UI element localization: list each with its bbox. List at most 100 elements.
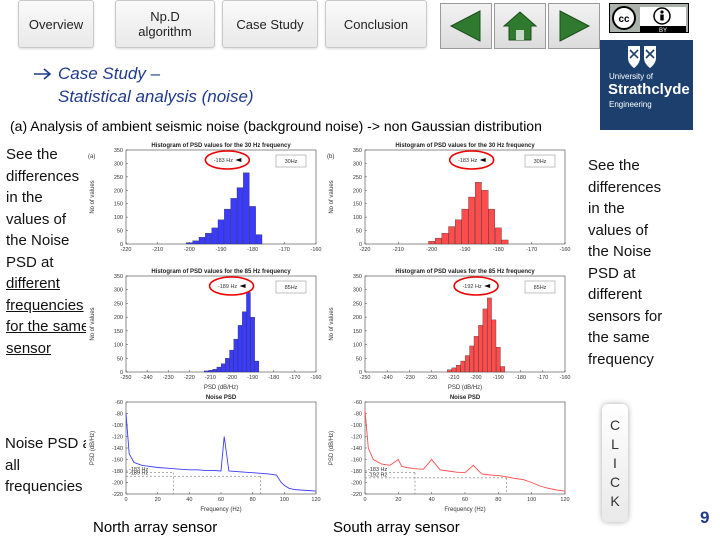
x-tick-label: -230 bbox=[404, 375, 415, 381]
histogram-bar bbox=[254, 360, 260, 373]
histogram-bar bbox=[475, 182, 482, 245]
nav-conclusion-button[interactable]: Conclusion bbox=[325, 0, 427, 48]
frequency-legend-box bbox=[524, 280, 556, 294]
y-tick-label: -180 bbox=[112, 469, 123, 475]
frequency-legend: 30Hz bbox=[285, 159, 298, 165]
frequency-legend: 85Hz bbox=[534, 285, 547, 291]
reference-label: -192 Hz bbox=[368, 472, 388, 478]
histogram-bar bbox=[428, 241, 435, 245]
svg-text:cc: cc bbox=[618, 14, 630, 25]
histogram-north-85hz: Histogram of PSD values for the 85 Hz fr… bbox=[86, 266, 326, 392]
annotation-arrow-icon bbox=[479, 158, 486, 162]
x-tick-label: 60 bbox=[218, 497, 224, 503]
north-array-caption: North array sensor bbox=[93, 519, 218, 536]
y-tick-label: 50 bbox=[117, 229, 123, 235]
annotation-label: -189 Hz bbox=[218, 284, 238, 290]
y-axis-label: PSD (dB/Hz) bbox=[90, 431, 96, 465]
y-tick-label: 0 bbox=[120, 242, 123, 248]
histogram-bar bbox=[487, 297, 492, 373]
x-tick-label: 80 bbox=[495, 497, 501, 503]
annotation-label: -183 Hz bbox=[458, 158, 478, 164]
page-title-line2: Statistical analysis (noise) bbox=[58, 87, 254, 106]
x-tick-label: -190 bbox=[493, 375, 504, 381]
annotation-label: -192 Hz bbox=[462, 284, 482, 290]
noise-psd-south: Noise PSD -220 -200 -180 -160 -140 -120 -100 -80… bbox=[325, 392, 575, 514]
x-tick-label: -210 bbox=[205, 375, 216, 381]
histogram-bar bbox=[455, 219, 462, 245]
x-tick-label: -160 bbox=[559, 375, 570, 381]
x-tick-label: -210 bbox=[393, 247, 404, 253]
university-logo: University of Strathclyde Engineering bbox=[600, 40, 693, 130]
histogram-bar bbox=[192, 240, 199, 245]
prev-slide-button[interactable] bbox=[440, 3, 492, 49]
x-tick-label: -200 bbox=[226, 375, 237, 381]
histogram-bar bbox=[495, 227, 502, 245]
click-button[interactable]: C L I C K bbox=[602, 404, 628, 522]
x-tick-label: -180 bbox=[268, 375, 279, 381]
chart-title: Histogram of PSD values for the 30 Hz fr… bbox=[395, 143, 535, 149]
x-tick-label: -240 bbox=[142, 375, 153, 381]
x-axis-label: Frequency (Hz) bbox=[444, 507, 485, 513]
nav-overview-button[interactable]: Overview bbox=[18, 0, 94, 48]
x-tick-label: 40 bbox=[186, 497, 192, 503]
histogram-bar bbox=[217, 219, 225, 245]
histogram-bar bbox=[451, 367, 457, 373]
y-tick-label: 50 bbox=[117, 356, 123, 362]
y-tick-label: -60 bbox=[115, 400, 123, 406]
y-tick-label: 350 bbox=[114, 148, 123, 154]
nav-case-study-button[interactable]: Case Study bbox=[222, 0, 318, 48]
section-subtitle: (a) Analysis of ambient seismic noise (b… bbox=[10, 118, 542, 134]
histogram-bar bbox=[236, 187, 244, 245]
panel-label: (b) bbox=[327, 154, 334, 160]
frequency-legend-box bbox=[275, 154, 307, 168]
chart-title: Histogram of PSD values for the 30 Hz fr… bbox=[151, 143, 291, 149]
histogram-bar bbox=[237, 325, 243, 373]
histogram-bar bbox=[441, 233, 449, 245]
histogram-bar bbox=[230, 198, 237, 245]
cc-by-icon: cc BY bbox=[612, 6, 686, 34]
x-tick-label: -190 bbox=[459, 247, 470, 253]
highlight-ellipse bbox=[204, 150, 251, 170]
frequency-legend-box bbox=[524, 154, 556, 168]
x-tick-label: 80 bbox=[250, 497, 256, 503]
x-axis-label: Frequency (Hz) bbox=[200, 507, 241, 513]
y-tick-label: -100 bbox=[112, 423, 123, 429]
svg-text:BY: BY bbox=[659, 28, 667, 34]
x-tick-label: -210 bbox=[448, 375, 459, 381]
nav-npd-algorithm-button[interactable]: Np.D algorithm bbox=[115, 0, 215, 48]
histogram-bar bbox=[250, 316, 255, 373]
x-tick-label: 100 bbox=[280, 497, 289, 503]
noise-note: Noise PSD at all frequencies bbox=[5, 435, 96, 495]
histogram-bar bbox=[473, 336, 479, 373]
y-tick-label: -200 bbox=[351, 481, 362, 487]
nav-conclusion-label: Conclusion bbox=[343, 16, 409, 32]
x-tick-label: 100 bbox=[527, 497, 536, 503]
y-tick-label: 150 bbox=[114, 329, 123, 335]
histogram-bar bbox=[501, 239, 509, 245]
histogram-bar bbox=[211, 227, 218, 245]
histogram-bar bbox=[205, 233, 212, 245]
page-title: Case Study – bbox=[58, 64, 161, 83]
y-tick-label: -60 bbox=[354, 400, 362, 406]
y-tick-label: 0 bbox=[359, 242, 362, 248]
y-tick-label: -160 bbox=[112, 458, 123, 464]
x-tick-label: -170 bbox=[526, 247, 537, 253]
annotation-arrow-icon bbox=[235, 158, 242, 162]
x-tick-label: 120 bbox=[560, 497, 569, 503]
histogram-north-30hz: Histogram of PSD values for the 30 Hz fr… bbox=[86, 140, 326, 264]
next-slide-button[interactable] bbox=[548, 3, 600, 49]
x-tick-label: -170 bbox=[279, 247, 290, 253]
annotation-label: -183 Hz bbox=[214, 158, 234, 164]
page-number: 9 bbox=[700, 508, 710, 527]
frequency-legend: 85Hz bbox=[285, 285, 298, 291]
annotation-arrow-icon bbox=[239, 284, 246, 288]
home-button[interactable] bbox=[494, 3, 546, 49]
x-tick-label: -220 bbox=[120, 247, 131, 253]
histogram-bar bbox=[242, 311, 247, 373]
y-axis-label: No of values bbox=[329, 180, 335, 213]
histogram-bar bbox=[500, 366, 506, 373]
x-tick-label: -200 bbox=[184, 247, 195, 253]
histogram-bar bbox=[496, 347, 501, 373]
panel-label: (a) bbox=[88, 154, 95, 160]
x-tick-label: -180 bbox=[247, 247, 258, 253]
